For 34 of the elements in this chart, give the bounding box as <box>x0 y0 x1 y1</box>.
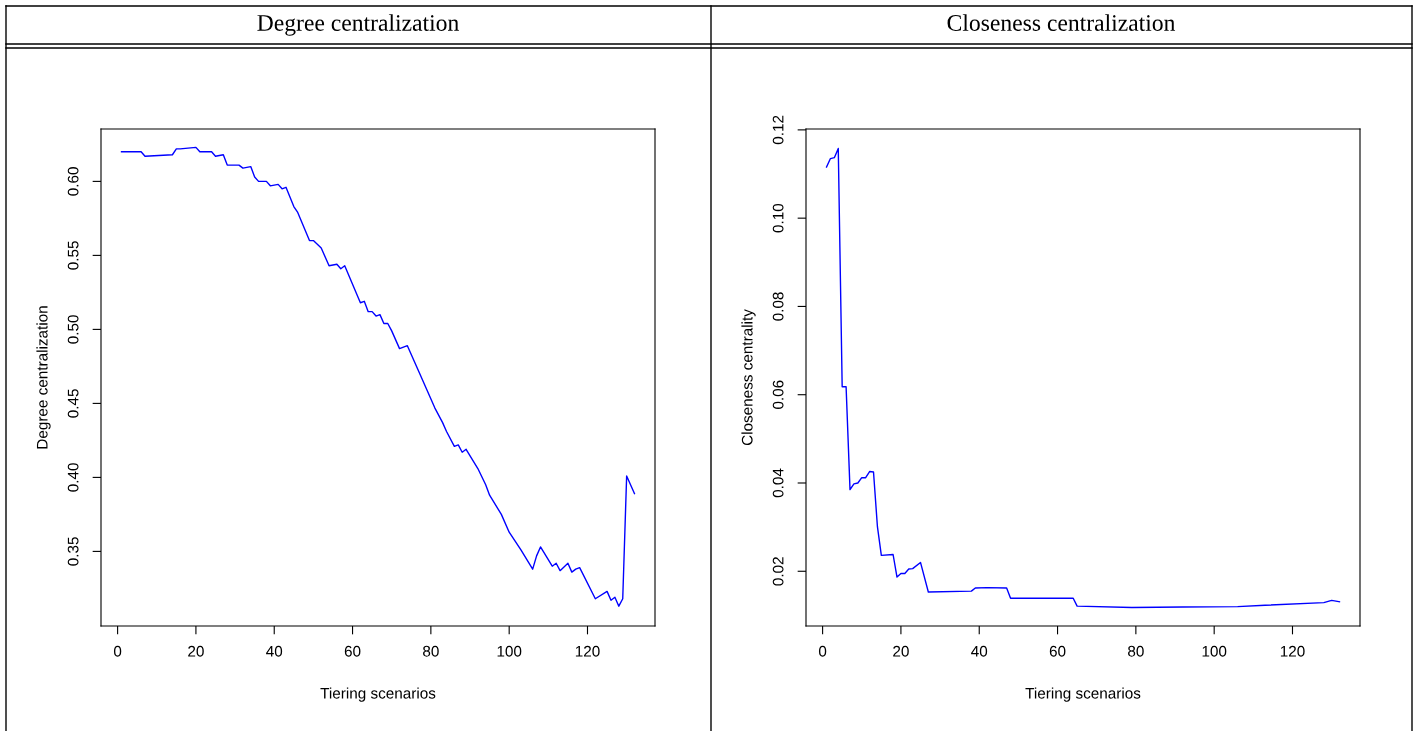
y-axis-title: Closeness centrality <box>741 309 756 446</box>
line-series <box>825 147 1341 609</box>
y-tick-label: 0.45 <box>67 389 79 418</box>
x-tick-label: 80 <box>1128 645 1144 657</box>
x-axis-title: Tiering scenarios <box>320 687 436 702</box>
x-tick-label: 0 <box>113 645 122 657</box>
x-tick-label: 20 <box>893 645 909 657</box>
chart-title: Degree centralization <box>257 14 459 36</box>
chart-title: Closeness centralization <box>947 14 1176 31</box>
x-axis-title: Tiering scenarios <box>1025 687 1141 702</box>
x-tick-label: 100 <box>1202 645 1227 657</box>
x-tick-label: 20 <box>188 645 204 657</box>
y-tick-label: 0.50 <box>67 315 79 344</box>
line-series <box>120 146 636 607</box>
x-tick-label: 120 <box>1280 645 1305 657</box>
y-axis-title: Degree centralization <box>36 306 51 449</box>
x-tick-label: 60 <box>1049 645 1066 657</box>
x-tick-label: 80 <box>423 645 439 657</box>
x-tick-label: 0 <box>818 645 827 657</box>
x-tick-label: 100 <box>497 645 522 657</box>
x-tick-label: 120 <box>575 645 600 657</box>
x-tick-label: 40 <box>971 645 988 657</box>
y-tick-label: 0.08 <box>772 292 784 321</box>
y-tick-label: 0.55 <box>67 241 79 270</box>
y-tick-label: 0.35 <box>67 537 79 566</box>
y-tick-label: 0.40 <box>67 463 79 492</box>
y-tick-label: 0.60 <box>67 167 79 196</box>
x-tick-label: 40 <box>266 645 283 657</box>
y-tick-label: 0.02 <box>772 557 784 586</box>
y-tick-label: 0.06 <box>772 380 784 409</box>
y-tick-label: 0.12 <box>772 115 784 145</box>
x-tick-label: 60 <box>344 645 361 657</box>
y-tick-label: 0.10 <box>772 203 784 233</box>
y-tick-label: 0.04 <box>772 468 784 498</box>
